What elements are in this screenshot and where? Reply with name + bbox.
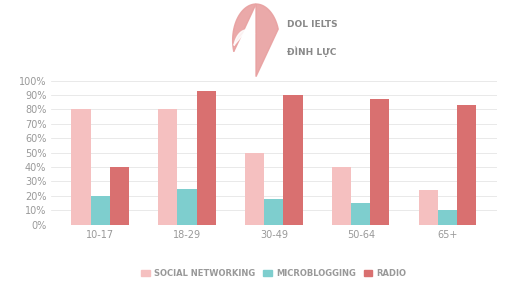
Bar — [245, 153, 264, 225]
Bar — [438, 210, 457, 225]
Polygon shape — [234, 30, 255, 46]
Bar — [110, 167, 129, 225]
Bar — [457, 105, 476, 225]
Bar — [370, 99, 390, 225]
Bar — [158, 109, 178, 225]
Bar — [332, 167, 351, 225]
Bar — [351, 203, 370, 225]
Legend: SOCIAL NETWORKING, MICROBLOGGING, RADIO: SOCIAL NETWORKING, MICROBLOGGING, RADIO — [138, 265, 410, 281]
Text: ĐÌNH LỰC: ĐÌNH LỰC — [287, 46, 336, 56]
Text: DOL IELTS: DOL IELTS — [287, 20, 337, 29]
Bar — [72, 109, 91, 225]
Bar — [284, 95, 303, 225]
Bar — [178, 189, 197, 225]
Bar — [419, 190, 438, 225]
Polygon shape — [232, 4, 278, 77]
Bar — [197, 91, 216, 225]
Bar — [264, 199, 284, 225]
Bar — [91, 196, 110, 225]
